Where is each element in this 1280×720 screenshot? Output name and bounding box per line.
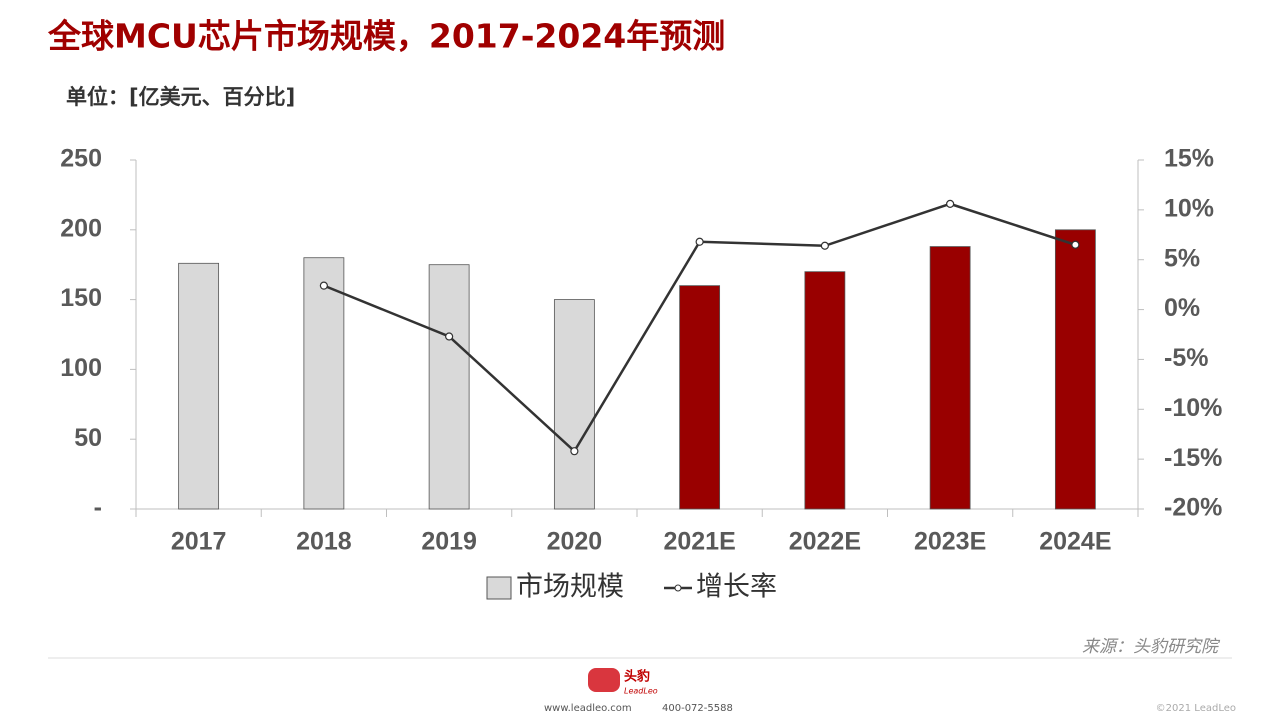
line-point: [820, 241, 829, 250]
source: 来源：头豹研究院: [1082, 637, 1221, 657]
bar: [428, 264, 470, 510]
bar: [929, 246, 971, 510]
x-tick-label: 2020: [547, 528, 603, 556]
x-tick-label: 2023E: [914, 528, 986, 556]
y2-tick-label: -5%: [1164, 344, 1208, 372]
y2-tick-label: 10%: [1164, 194, 1214, 222]
x-tick-label: 2018: [296, 528, 352, 556]
bar: [303, 257, 345, 510]
x-tick-label: 2024E: [1039, 528, 1111, 556]
copyright: ©2021 LeadLeo: [1156, 703, 1236, 714]
line-point: [946, 199, 955, 208]
x-tick-label: 2019: [421, 528, 477, 556]
y2-tick-label: -10%: [1164, 394, 1222, 422]
y-tick-label: -: [94, 494, 102, 522]
line-point: [570, 447, 579, 456]
y2-tick-label: 5%: [1164, 244, 1200, 272]
chart-subtitle: 单位：[亿美元、百分比]: [66, 85, 295, 109]
bar: [178, 262, 220, 510]
y-tick-label: 150: [60, 284, 102, 312]
line-point: [1071, 240, 1080, 249]
y-tick-label: 100: [60, 354, 102, 382]
chart-title: 全球MCU芯片市场规模，2017-2024年预测: [47, 17, 725, 56]
logo-subtext: LeadLeo: [624, 687, 658, 696]
bar: [1054, 229, 1096, 510]
y2-tick-label: -20%: [1164, 494, 1222, 522]
x-tick-label: 2017: [171, 528, 227, 556]
logo-text: 头豹: [624, 669, 650, 685]
logo-icon: [588, 668, 620, 692]
y-tick-label: 50: [74, 424, 102, 452]
legend-swatch: [486, 576, 512, 600]
y2-tick-label: 0%: [1164, 294, 1200, 322]
bar: [553, 299, 595, 510]
legend-label: 市场规模: [516, 572, 624, 603]
y2-tick-label: -15%: [1164, 444, 1222, 472]
bar: [804, 271, 846, 510]
y-tick-label: 250: [60, 145, 102, 173]
legend-label: 增长率: [696, 572, 777, 603]
x-tick-label: 2021E: [663, 528, 735, 556]
line-point: [445, 332, 454, 341]
y2-tick-label: 15%: [1164, 145, 1214, 173]
phone: 400-072-5588: [662, 703, 733, 714]
website: www.leadleo.com: [544, 703, 632, 714]
y-tick-label: 200: [60, 214, 102, 242]
line-point: [319, 281, 328, 290]
x-tick-label: 2022E: [789, 528, 861, 556]
bar: [679, 285, 721, 510]
legend-swatch-point: [674, 584, 682, 592]
line-point: [695, 237, 704, 246]
